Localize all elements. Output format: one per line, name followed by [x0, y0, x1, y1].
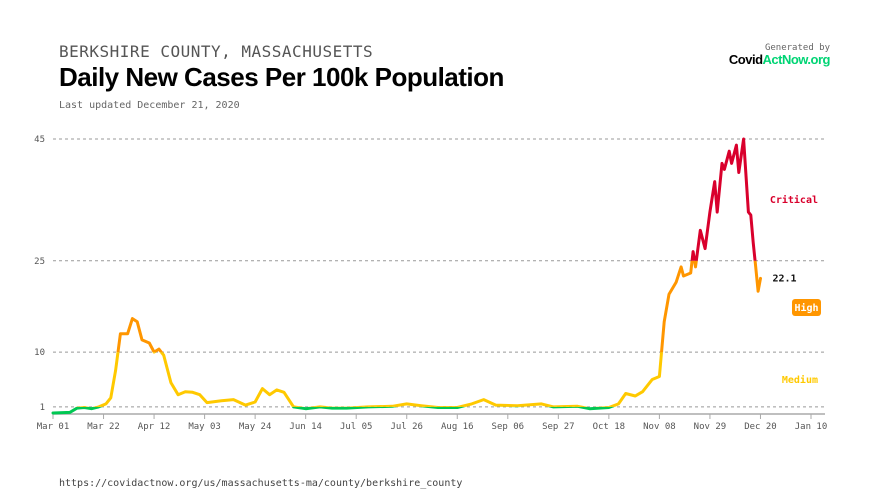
x-tick-label: Dec 20 — [744, 422, 777, 432]
x-tick-label: Sep 27 — [542, 422, 575, 432]
x-tick-label: Mar 01 — [37, 422, 70, 432]
x-tick-label: Nov 08 — [643, 422, 676, 432]
x-tick-label: Nov 29 — [694, 422, 727, 432]
x-tick-label: Mar 22 — [87, 422, 120, 432]
branding: Generated by CovidActNow.org — [728, 43, 831, 67]
x-tick-label: Jan 10 — [795, 422, 828, 432]
chart-subtitle: BERKSHIRE COUNTY, MASSACHUSETTS — [59, 42, 374, 61]
series-line-medium — [76, 352, 664, 407]
x-tick-label: Oct 18 — [593, 422, 626, 432]
x-tick-label: Aug 16 — [441, 422, 474, 432]
zone-label-critical: Critical — [770, 194, 818, 206]
zone-badge-high — [792, 299, 821, 316]
y-tick-label: 25 — [34, 257, 45, 267]
chart-title: Daily New Cases Per 100k Population — [59, 62, 504, 92]
y-tick-label: 1 — [40, 403, 45, 413]
last-value-label: 22.1 — [772, 273, 796, 284]
y-tick-label: 10 — [34, 348, 45, 358]
y-tick-label: 45 — [34, 135, 45, 145]
series-line-low — [51, 406, 615, 415]
covidactnow-logo[interactable]: CovidActNow.org — [728, 52, 831, 67]
source-url[interactable]: https://covidactnow.org/us/massachusetts… — [59, 478, 463, 489]
series-line-critical — [690, 137, 757, 261]
generated-by: Generated by — [764, 43, 830, 53]
x-tick-label: Apr 12 — [138, 422, 171, 432]
series-line-high — [116, 260, 762, 353]
x-tick-label: May 03 — [188, 422, 221, 432]
last-updated: Last updated December 21, 2020 — [59, 100, 240, 111]
x-tick-label: Jul 05 — [340, 422, 373, 432]
x-tick-label: Jul 26 — [390, 422, 423, 432]
x-tick-label: May 24 — [239, 422, 272, 432]
zone-label-medium: Medium — [782, 374, 818, 386]
zone-label-high: High — [794, 302, 818, 314]
x-tick-label: Sep 06 — [492, 422, 525, 432]
x-tick-label: Jun 14 — [289, 422, 322, 432]
